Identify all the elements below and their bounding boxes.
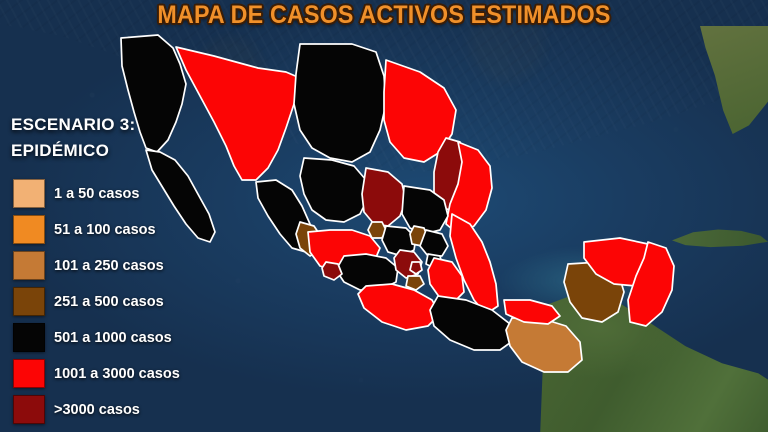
- legend-label: 101 a 250 casos: [54, 257, 164, 274]
- state-sonora: [175, 46, 301, 181]
- state-guerrero: [357, 283, 441, 331]
- legend-row: >3000 casos: [8, 392, 218, 428]
- state-san-luis-potos-: [401, 185, 449, 235]
- legend-label: 1001 a 3000 casos: [54, 365, 180, 382]
- state-colima: [321, 261, 343, 281]
- scenario-line-2: EPIDÉMICO: [11, 141, 110, 161]
- state-chihuahua: [293, 43, 387, 163]
- state-hidalgo: [419, 229, 449, 257]
- legend-swatch: [13, 179, 45, 209]
- legend-row: 251 a 500 casos: [8, 284, 218, 320]
- state-tabasco: [503, 299, 561, 325]
- legend-row: 51 a 100 casos: [8, 212, 218, 248]
- legend-swatch: [13, 251, 45, 281]
- legend-label: >3000 casos: [54, 401, 140, 418]
- state-baja-california-sur: [145, 149, 216, 243]
- states-group: [120, 34, 675, 373]
- legend-swatch: [13, 323, 45, 353]
- legend: ESCENARIO 3: EPIDÉMICO 1 a 50 casos 51 a …: [8, 112, 218, 428]
- state-durango: [299, 157, 369, 223]
- page-title: MAPA DE CASOS ACTIVOS ESTIMADOS: [157, 1, 611, 29]
- legend-row: 1 a 50 casos: [8, 176, 218, 212]
- scenario-line-1: ESCENARIO 3:: [11, 115, 136, 134]
- legend-swatch: [13, 215, 45, 245]
- state-morelos: [405, 275, 425, 291]
- state-coahuila: [383, 59, 457, 163]
- state-chiapas: [505, 317, 583, 373]
- cuba-terrain: [672, 229, 768, 248]
- legend-swatch: [13, 287, 45, 317]
- legend-row: 101 a 250 casos: [8, 248, 218, 284]
- legend-label: 501 a 1000 casos: [54, 329, 172, 346]
- legend-label: 1 a 50 casos: [54, 185, 140, 202]
- legend-label: 51 a 100 casos: [54, 221, 156, 238]
- state-ciudad-de-m-xico: [409, 261, 423, 275]
- state-baja-california: [120, 34, 187, 153]
- state-quintana-roo: [627, 241, 675, 327]
- state-zacatecas: [361, 167, 407, 227]
- state-oaxaca: [429, 295, 515, 351]
- legend-swatch: [13, 359, 45, 389]
- legend-row: 1001 a 3000 casos: [8, 356, 218, 392]
- legend-items: 1 a 50 casos 51 a 100 casos 101 a 250 caso…: [8, 176, 218, 428]
- legend-label: 251 a 500 casos: [54, 293, 164, 310]
- legend-row: 501 a 1000 casos: [8, 320, 218, 356]
- legend-swatch: [13, 395, 45, 425]
